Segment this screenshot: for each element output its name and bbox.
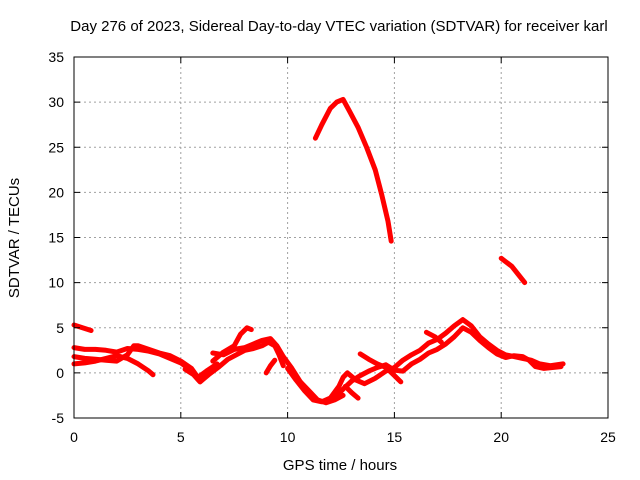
series-arc-12 bbox=[357, 351, 404, 385]
x-tick-label: 25 bbox=[600, 429, 616, 445]
y-axis-label: SDTVAR / TECUs bbox=[6, 178, 23, 298]
y-tick-label: 10 bbox=[48, 275, 64, 291]
y-tick-label: 20 bbox=[48, 184, 64, 200]
series-arc-13 bbox=[423, 329, 444, 345]
x-tick-label: 20 bbox=[493, 429, 509, 445]
series-arc-14 bbox=[312, 96, 394, 244]
y-tick-label: 25 bbox=[48, 139, 64, 155]
series-layer bbox=[71, 96, 566, 406]
x-tick-label: 5 bbox=[177, 429, 185, 445]
y-tick-label: 30 bbox=[48, 94, 64, 110]
y-tick-label: 0 bbox=[56, 365, 64, 381]
x-tick-label: 15 bbox=[387, 429, 403, 445]
series-arc-4 bbox=[71, 353, 156, 378]
series-arc-15 bbox=[498, 255, 528, 286]
series-arc-1 bbox=[71, 322, 94, 333]
y-tick-label: 15 bbox=[48, 230, 64, 246]
series-arc-8 bbox=[263, 357, 278, 376]
x-axis-label: GPS time / hours bbox=[283, 457, 397, 474]
x-tick-label: 0 bbox=[70, 429, 78, 445]
y-tick-label: -5 bbox=[52, 410, 65, 426]
series-arc-7 bbox=[210, 336, 346, 406]
y-tick-label: 5 bbox=[56, 320, 64, 336]
y-tick-label: 35 bbox=[48, 49, 64, 65]
grid-layer bbox=[74, 57, 608, 418]
series-arc-10 bbox=[332, 325, 564, 401]
series-arc-11 bbox=[342, 383, 361, 401]
chart-title: Day 276 of 2023, Sidereal Day-to-day VTE… bbox=[70, 18, 607, 35]
tick-layer: 0 5 10 15 20 25 -5 0 5 10 15 20 25 30 35 bbox=[48, 49, 616, 445]
x-tick-label: 10 bbox=[280, 429, 296, 445]
